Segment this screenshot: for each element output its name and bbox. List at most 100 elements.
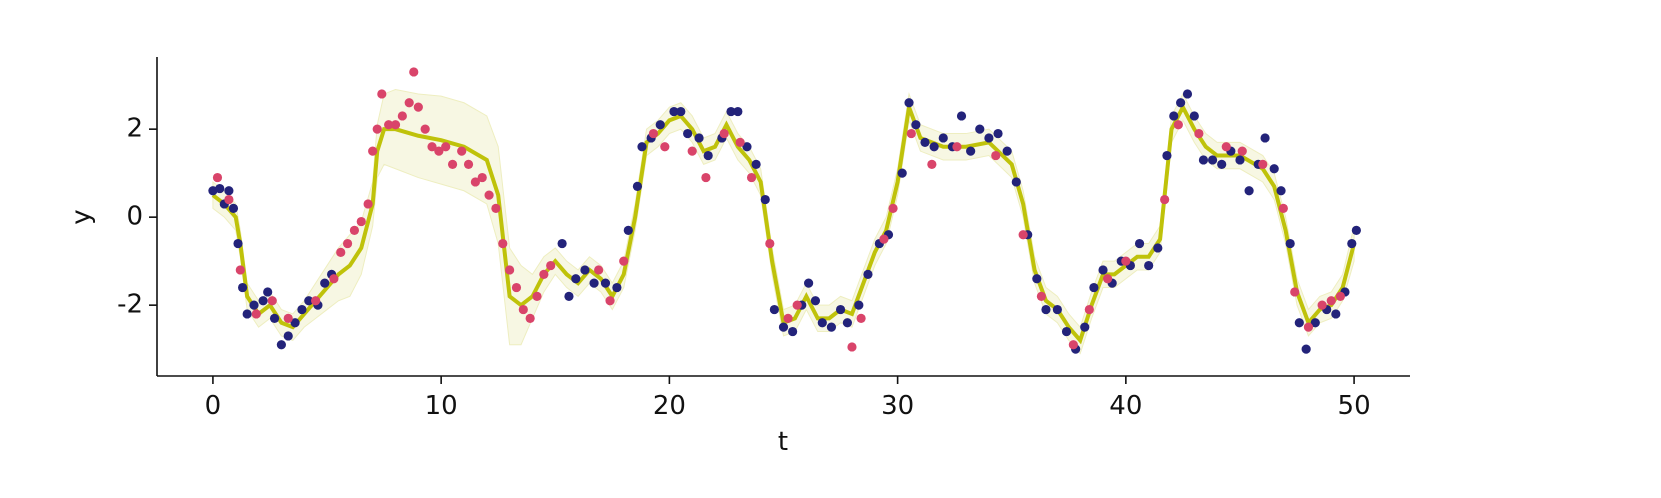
data-point: [1244, 186, 1254, 196]
data-point: [1144, 260, 1154, 271]
data-point: [1089, 282, 1099, 293]
data-point: [1217, 159, 1227, 169]
data-point: [1303, 322, 1314, 332]
data-point: [283, 313, 293, 323]
data-point: [356, 216, 366, 227]
data-point: [600, 278, 611, 288]
data-point: [233, 238, 243, 249]
data-point: [511, 282, 522, 293]
data-point: [683, 128, 693, 139]
data-point: [810, 296, 821, 306]
data-point: [329, 274, 339, 284]
data-point: [778, 322, 789, 332]
data-point: [491, 203, 501, 213]
data-point: [856, 313, 866, 323]
data-point: [498, 238, 508, 249]
data-point: [751, 159, 761, 169]
data-point: [409, 67, 419, 77]
data-point: [311, 296, 321, 306]
data-point: [413, 102, 423, 112]
data-point: [463, 159, 474, 169]
data-point: [564, 291, 574, 301]
data-point: [975, 124, 985, 134]
data-point: [669, 106, 679, 117]
data-point: [580, 265, 590, 275]
data-point: [792, 300, 802, 310]
data-point: [694, 133, 704, 143]
data-point: [1317, 300, 1327, 310]
y-axis-label: y: [67, 209, 97, 224]
data-point: [1153, 243, 1163, 253]
confidence-band: [212, 89, 1355, 355]
data-point: [842, 318, 853, 328]
data-point: [441, 142, 451, 152]
data-point: [788, 326, 798, 337]
data-point: [434, 146, 444, 156]
data-point: [726, 106, 736, 117]
data-point: [1160, 194, 1170, 205]
data-point: [1285, 238, 1295, 249]
data-point: [804, 278, 814, 288]
data-point: [835, 304, 846, 315]
data-point: [368, 146, 378, 156]
data-point: [404, 98, 414, 108]
plot-area: [208, 67, 1361, 355]
data-point: [676, 106, 686, 117]
data-point: [505, 265, 515, 275]
data-point: [1260, 133, 1270, 143]
data-point: [336, 247, 346, 257]
data-point: [283, 331, 293, 341]
data-point: [1290, 287, 1300, 297]
data-point: [427, 142, 437, 152]
x-tick-label: 40: [1109, 391, 1142, 421]
data-point: [589, 278, 599, 288]
data-point: [263, 287, 273, 297]
data-point: [420, 124, 430, 134]
data-point: [1121, 256, 1131, 266]
data-point: [571, 274, 581, 284]
data-point: [1198, 155, 1209, 165]
data-point: [612, 282, 622, 293]
data-point: [212, 172, 223, 183]
data-point: [1301, 344, 1311, 354]
data-point: [258, 296, 268, 306]
data-point: [215, 183, 225, 194]
data-point: [632, 181, 643, 191]
data-point: [1194, 128, 1204, 139]
data-point: [1011, 177, 1021, 187]
data-point: [623, 225, 633, 235]
data-point: [952, 142, 962, 152]
data-point: [904, 98, 914, 108]
data-point: [1036, 291, 1047, 301]
data-point: [769, 304, 779, 315]
data-point: [760, 194, 770, 205]
data-point: [518, 304, 528, 315]
data-point: [269, 313, 280, 323]
data-point: [276, 340, 286, 350]
data-point: [390, 120, 401, 130]
data-point: [477, 172, 487, 183]
data-point: [1331, 309, 1341, 319]
data-point: [660, 142, 670, 152]
x-tick-label: 50: [1338, 391, 1371, 421]
data-point: [1235, 155, 1245, 165]
data-point: [532, 291, 542, 301]
data-point: [1061, 326, 1072, 337]
data-point: [1221, 142, 1231, 152]
data-point: [267, 296, 277, 306]
data-point: [1278, 203, 1288, 213]
data-point: [320, 278, 330, 288]
data-point: [847, 342, 857, 352]
data-point: [1269, 164, 1279, 174]
x-tick-label: 30: [881, 391, 914, 421]
data-point: [1182, 89, 1193, 99]
data-point: [363, 199, 373, 209]
data-point: [372, 124, 382, 134]
data-point: [237, 282, 248, 293]
data-point: [1310, 318, 1320, 328]
data-point: [888, 203, 898, 213]
data-point: [637, 142, 647, 152]
data-point: [863, 269, 873, 279]
data-point: [765, 238, 775, 249]
